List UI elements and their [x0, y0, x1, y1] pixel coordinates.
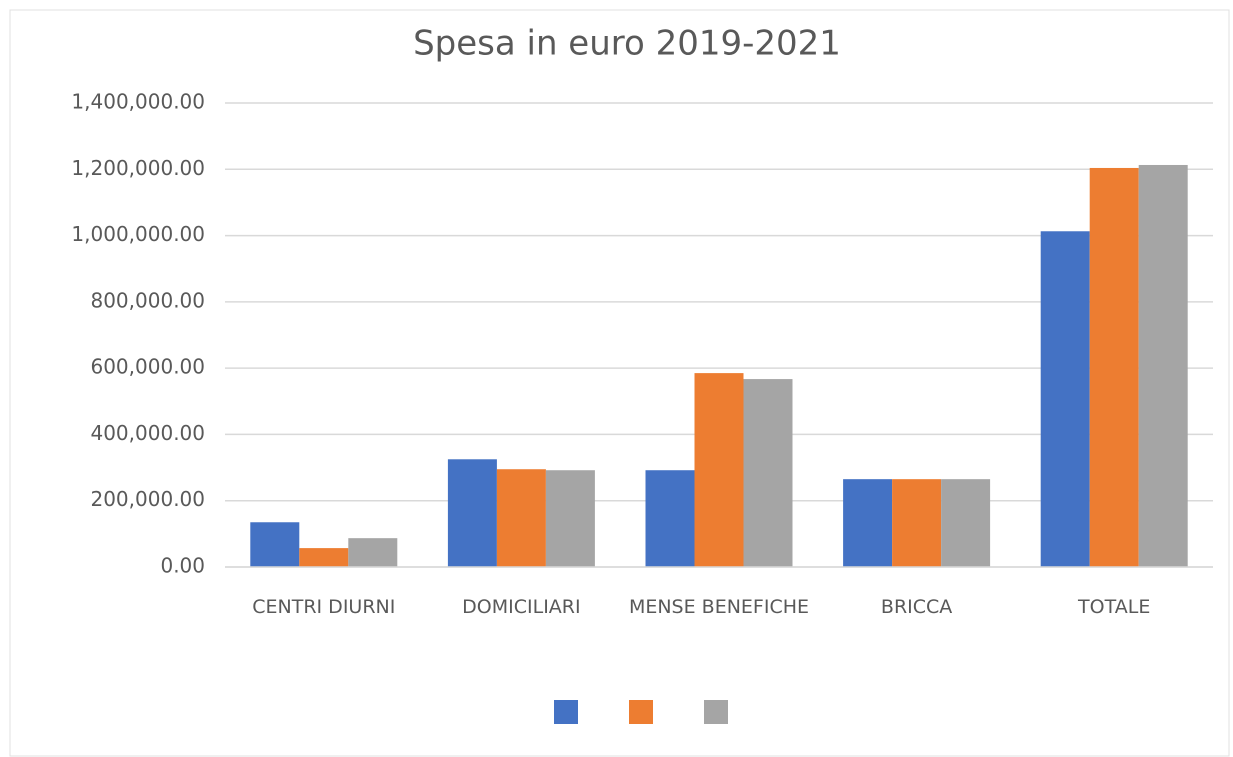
y-tick-label: 400,000.00	[90, 421, 205, 445]
y-tick-label: 800,000.00	[90, 288, 205, 312]
bar	[645, 470, 695, 567]
x-tick-label: BRICCA	[880, 596, 953, 618]
y-tick-label: 0.00	[160, 554, 205, 578]
bar	[1138, 164, 1188, 567]
x-tick-label: DOMICILIARI	[462, 596, 581, 618]
bar	[447, 459, 497, 567]
bar	[250, 522, 300, 567]
bar	[496, 469, 546, 567]
bar	[892, 479, 942, 567]
bar	[843, 479, 893, 567]
bar	[545, 470, 595, 567]
y-tick-label: 1,200,000.00	[71, 156, 205, 180]
legend-swatch	[704, 700, 728, 724]
legend-swatch	[554, 700, 578, 724]
bar	[299, 548, 349, 567]
chart-border	[9, 9, 1230, 757]
legend-swatch	[629, 700, 653, 724]
y-tick-label: 1,400,000.00	[71, 90, 205, 114]
y-tick-label: 600,000.00	[90, 355, 205, 379]
bar	[348, 538, 398, 567]
chart-title: Spesa in euro 2019-2021	[413, 24, 841, 64]
x-tick-label: TOTALE	[1078, 596, 1151, 618]
bar	[941, 479, 991, 567]
x-tick-label: CENTRI DIURNI	[252, 596, 396, 618]
bar	[1089, 167, 1139, 567]
bar	[743, 379, 793, 567]
bar	[694, 373, 744, 567]
y-tick-label: 200,000.00	[90, 487, 205, 511]
bar	[1040, 231, 1090, 567]
y-tick-label: 1,000,000.00	[71, 222, 205, 246]
x-tick-label: MENSE BENEFICHE	[628, 596, 810, 618]
